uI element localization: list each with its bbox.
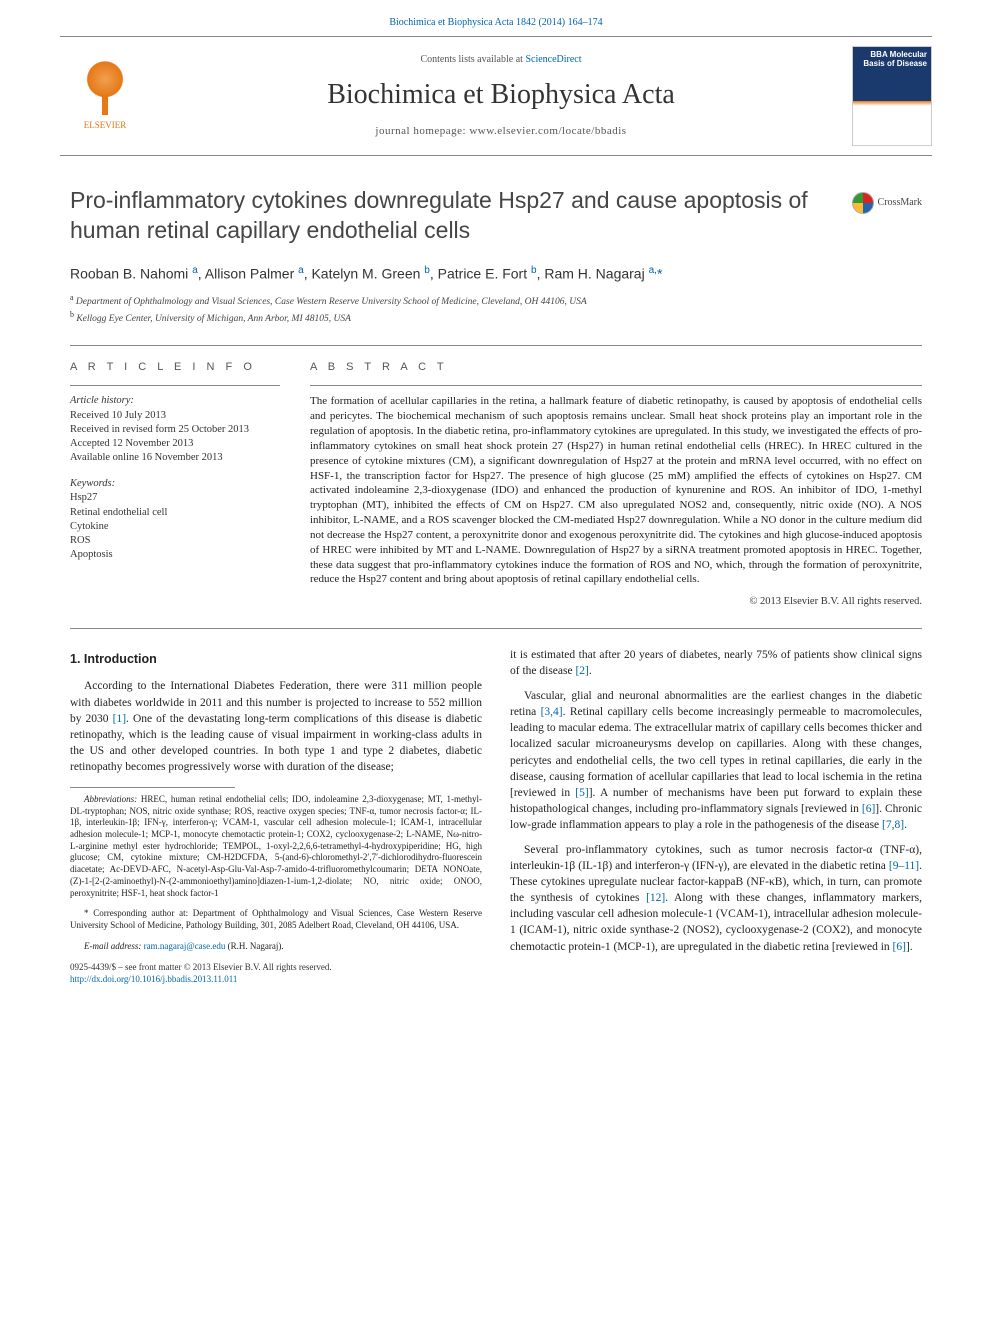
elsevier-logo[interactable]: ELSEVIER (60, 46, 150, 146)
ref-link[interactable]: [9–11] (889, 860, 919, 872)
keyword: Cytokine (70, 520, 280, 534)
keywords-label: Keywords: (70, 477, 280, 491)
abstract-column: A B S T R A C T The formation of acellul… (310, 346, 922, 610)
contents-prefix: Contents lists available at (420, 54, 525, 65)
history-label: Article history: (70, 394, 280, 408)
history-line: Accepted 12 November 2013 (70, 437, 280, 451)
keyword: Retinal endothelial cell (70, 506, 280, 520)
article-info-heading: A R T I C L E I N F O (70, 360, 280, 375)
journal-reference[interactable]: Biochimica et Biophysica Acta 1842 (2014… (0, 0, 992, 36)
journal-cover-thumbnail[interactable]: BBA Molecular Basis of Disease (852, 46, 932, 146)
abbreviations-footnote: Abbreviations: HREC, human retinal endot… (70, 794, 482, 899)
ref-link[interactable]: [2] (575, 665, 588, 677)
keyword: ROS (70, 534, 280, 548)
ref-link[interactable]: [5] (575, 787, 588, 799)
history-line: Received in revised form 25 October 2013 (70, 423, 280, 437)
abstract-heading: A B S T R A C T (310, 360, 922, 375)
crossmark-label: CrossMark (878, 196, 922, 210)
ref-link[interactable]: [6] (862, 803, 875, 815)
elsevier-label: ELSEVIER (84, 119, 127, 132)
sciencedirect-link[interactable]: ScienceDirect (525, 54, 581, 65)
cover-label: BBA Molecular Basis of Disease (853, 51, 927, 69)
article-title: Pro-inflammatory cytokines downregulate … (70, 186, 832, 246)
affiliation-b: Kellogg Eye Center, University of Michig… (76, 315, 351, 325)
abstract-text: The formation of acellular capillaries i… (310, 394, 922, 587)
separator (70, 628, 922, 629)
intro-paragraph-1: According to the International Diabetes … (70, 678, 482, 775)
intro-paragraph-3: Several pro-inflammatory cytokines, such… (510, 842, 922, 955)
abbrev-text: HREC, human retinal endothelial cells; I… (70, 794, 482, 898)
footnote-separator (70, 787, 235, 788)
contents-line: Contents lists available at ScienceDirec… (150, 53, 852, 67)
journal-header-banner: ELSEVIER Contents lists available at Sci… (60, 36, 932, 156)
keyword: Hsp27 (70, 491, 280, 505)
history-line: Available online 16 November 2013 (70, 451, 280, 465)
affiliation-a: Department of Ophthalmology and Visual S… (76, 297, 587, 307)
abstract-copyright: © 2013 Elsevier B.V. All rights reserved… (310, 595, 922, 610)
crossmark-badge[interactable]: CrossMark (852, 186, 922, 214)
doi-link[interactable]: http://dx.doi.org/10.1016/j.bbadis.2013.… (70, 974, 237, 984)
email-link[interactable]: ram.nagaraj@case.edu (144, 941, 226, 951)
section-heading-intro: 1. Introduction (70, 651, 482, 669)
abbrev-label: Abbreviations: (84, 794, 137, 804)
article-body: 1. Introduction According to the Interna… (70, 647, 922, 986)
footer-meta: 0925-4439/$ – see front matter © 2013 El… (70, 962, 482, 985)
crossmark-icon (852, 192, 874, 214)
intro-paragraph-2: Vascular, glial and neuronal abnormaliti… (510, 688, 922, 833)
ref-link[interactable]: [12] (646, 892, 665, 904)
ref-link[interactable]: [7,8] (882, 819, 904, 831)
keyword: Apoptosis (70, 548, 280, 562)
email-footnote: E-mail address: ram.nagaraj@case.edu (R.… (70, 941, 482, 953)
ref-link[interactable]: [3,4] (541, 706, 563, 718)
journal-name: Biochimica et Biophysica Acta (150, 75, 852, 114)
email-label: E-mail address: (84, 941, 141, 951)
email-suffix: (R.H. Nagaraj). (228, 941, 284, 951)
banner-center: Contents lists available at ScienceDirec… (150, 53, 852, 140)
authors-line: Rooban B. Nahomi a, Allison Palmer a, Ka… (70, 264, 922, 284)
front-matter-line: 0925-4439/$ – see front matter © 2013 El… (70, 962, 482, 974)
affiliations: a Department of Ophthalmology and Visual… (70, 292, 922, 327)
intro-paragraph-1-cont: it is estimated that after 20 years of d… (510, 647, 922, 679)
ref-link[interactable]: [6] (893, 941, 906, 953)
history-line: Received 10 July 2013 (70, 409, 280, 423)
elsevier-tree-icon (80, 60, 130, 115)
ref-link[interactable]: [1] (113, 713, 126, 725)
article-info-column: A R T I C L E I N F O Article history: R… (70, 346, 280, 610)
journal-homepage[interactable]: journal homepage: www.elsevier.com/locat… (150, 124, 852, 139)
corresponding-author-footnote: * Corresponding author at: Department of… (70, 908, 482, 931)
